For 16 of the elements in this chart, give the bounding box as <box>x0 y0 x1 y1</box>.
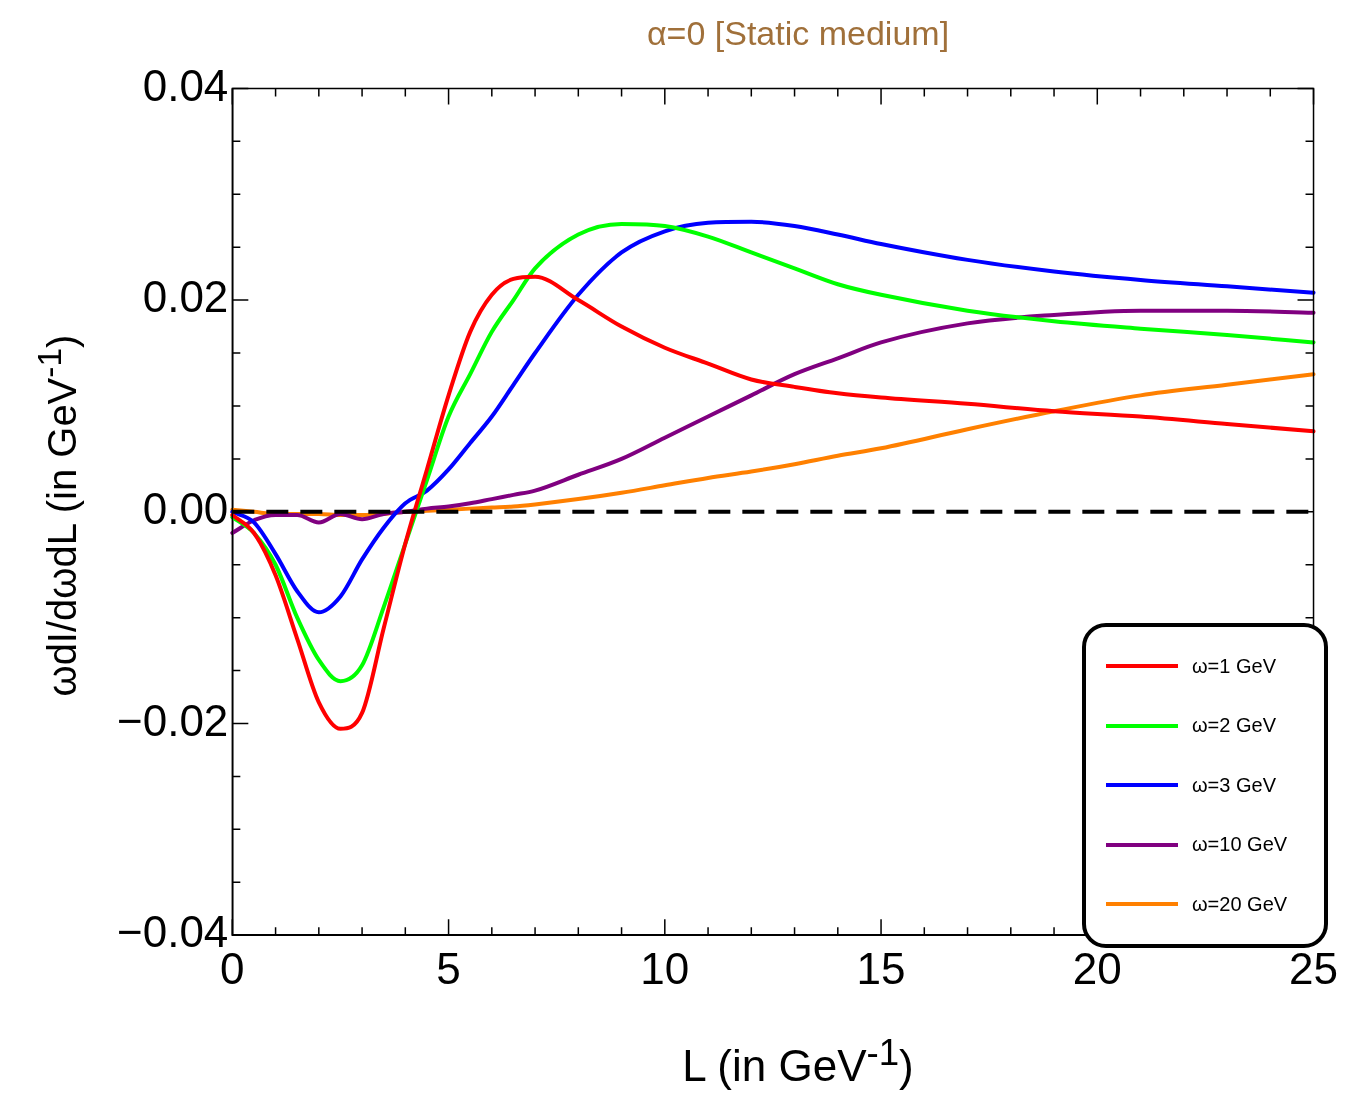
y-tick-label: 0.00 <box>142 483 229 533</box>
x-tick-label: 15 <box>856 943 906 993</box>
legend-label: ω=2 GeV <box>1192 714 1276 738</box>
legend-label: ω=20 GeV <box>1192 892 1288 916</box>
y-tick-label: 0.02 <box>142 272 229 322</box>
chart-title: α=0 [Static medium] <box>645 13 951 54</box>
y-tick-label: −0.02 <box>116 695 229 745</box>
legend-label: ω=10 GeV <box>1192 833 1288 857</box>
y-tick-label: 0.04 <box>142 60 229 110</box>
x-tick-label: 5 <box>436 943 461 993</box>
x-tick-label: 25 <box>1289 943 1339 993</box>
legend-label: ω=3 GeV <box>1192 773 1276 797</box>
x-axis-title: L (in GeV$^{-1}$) <box>681 1031 915 1092</box>
legend-label: ω=1 GeV <box>1192 654 1276 678</box>
x-tick-label: 20 <box>1072 943 1122 993</box>
x-tick-label: 10 <box>640 943 690 993</box>
